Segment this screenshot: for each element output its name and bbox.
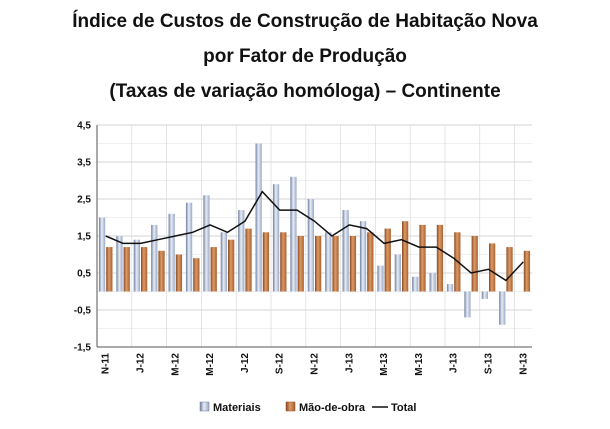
bar-materiais [481,291,488,299]
y-tick-label: -0,5 [74,306,92,317]
bar-mao-de-obra [123,247,130,292]
line-total [105,190,524,282]
bar-mao-de-obra [297,236,304,292]
bar-mao-de-obra [280,232,287,292]
bar-materiais [185,202,193,292]
y-tick-label: -1,5 [74,343,92,354]
bar-materiais [446,284,454,292]
legend-label-materiais: Materiais [213,402,261,414]
bar-materiais [325,232,332,292]
y-tick-label: 0,5 [77,269,91,280]
x-tick-label: N-12 [310,353,321,375]
x-tick-label: J-12 [240,353,251,373]
axes-group: 4,5 3,5 2,5 1,5 0,5 -0,5 -1,5 N-11 J-12 M-12 M-12 J… [74,121,532,376]
total-line-group [105,190,524,282]
bar-materiais [255,143,262,292]
bar-mao-de-obra [384,228,391,292]
bar-mao-de-obra [141,247,148,292]
bar-materiais [429,273,436,292]
bar-materiais [116,236,123,292]
bar-mao-de-obra [419,224,426,292]
bar-materiais [98,217,106,292]
bar-materiais [272,184,280,292]
bar-mao-de-obra [175,254,183,292]
x-tick-label: S-12 [275,353,286,375]
bars-group [98,143,531,325]
bar-mao-de-obra [193,258,200,292]
bar-mao-de-obra [471,236,478,292]
x-tick-label: M-13 [414,353,425,376]
bar-mao-de-obra [262,232,270,292]
bar-materiais [133,239,140,292]
x-tick-label: J-13 [344,353,355,373]
chart-title-line-3: (Taxas de variação homóloga) – Continent… [109,81,501,102]
bar-mao-de-obra [315,236,322,292]
legend-swatch-materiais [199,401,210,412]
bar-materiais [394,254,401,292]
bar-materiais [151,224,158,292]
x-tick-label: M-12 [170,353,181,376]
bar-mao-de-obra [158,250,165,292]
bar-mao-de-obra [106,247,113,292]
bar-materiais [238,210,245,292]
y-tick-label: 4,5 [77,121,91,132]
bar-mao-de-obra [402,221,409,292]
x-tick-label: N-11 [101,353,112,375]
x-tick-label: J-12 [136,353,147,373]
bar-mao-de-obra [349,236,357,292]
y-tick-label: 2,5 [77,195,91,206]
bar-materiais [499,291,506,325]
bar-mao-de-obra [367,232,374,292]
x-tick-label: J-13 [449,353,460,373]
bar-mao-de-obra [332,236,339,292]
x-tick-label: M-13 [379,353,390,376]
bar-mao-de-obra [523,250,531,292]
bar-mao-de-obra [245,228,252,292]
bar-mao-de-obra [506,247,513,292]
y-tick-label: 3,5 [77,158,91,169]
bar-materiais [377,265,384,292]
x-tick-label: N-13 [518,353,529,375]
bar-materiais [464,291,471,318]
bar-materiais [220,232,227,292]
legend-swatch-mao-de-obra [285,401,296,412]
chart-title-line-1: Índice de Custos de Construção de Habita… [72,11,538,32]
bar-mao-de-obra [489,243,496,292]
y-tick-label: 1,5 [77,232,91,243]
bar-materiais [359,221,367,292]
bar-materiais [203,195,210,292]
bar-mao-de-obra [228,239,235,292]
legend-label-mao-de-obra: Mão-de-obra [299,402,366,414]
x-tick-label: S-13 [484,353,495,375]
legend-label-total: Total [391,402,416,414]
legend: Materiais Mão-de-obra Total [199,401,416,414]
bar-mao-de-obra [210,247,217,292]
bar-materiais [342,210,349,292]
x-tick-label: M-12 [205,353,216,376]
bar-materiais [290,176,297,292]
bar-materiais [307,199,314,292]
bar-materiais [168,213,175,292]
chart-title-line-2: por Fator de Produção [203,46,407,67]
bar-mao-de-obra [436,224,444,292]
bar-materiais [412,276,419,292]
